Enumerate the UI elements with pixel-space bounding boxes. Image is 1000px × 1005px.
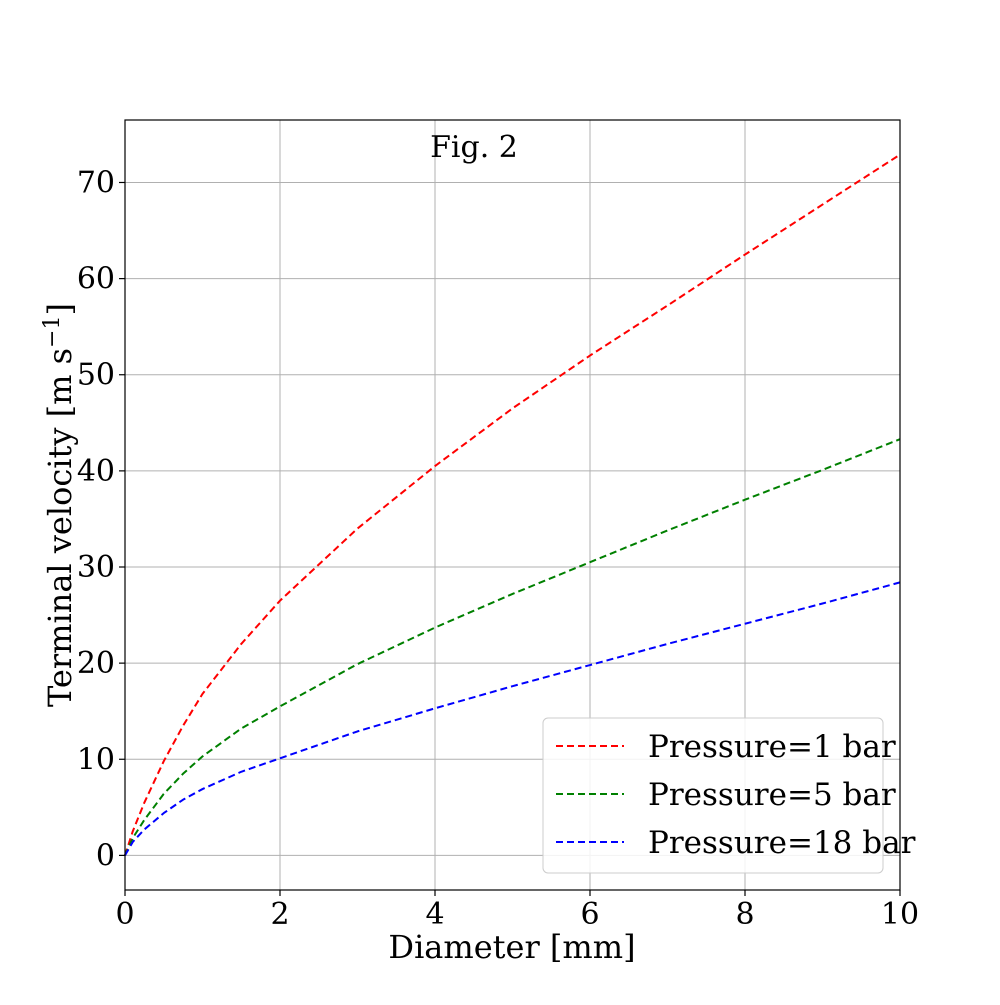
x-tick-label: 6 [580,897,599,932]
y-tick-label: 60 [77,262,115,297]
y-axis-title-superscript: −1 [40,316,65,348]
x-tick-label: 0 [115,897,134,932]
legend: Pressure=1 bar Pressure=5 bar Pressure=18 … [542,717,916,874]
series-line-1 [124,153,901,856]
legend-label-3: Pressure=18 bar [648,825,916,861]
y-axis-title-close: ] [41,303,79,315]
axis-ticks: 0 2 4 6 8 10 0 10 20 30 40 50 60 70 [77,165,919,932]
series-line-2 [124,438,901,856]
y-tick-label: 70 [77,165,115,200]
series-line-3 [124,581,901,856]
x-axis-title: Diameter [mm] [388,928,635,966]
legend-label-2: Pressure=5 bar [648,777,896,813]
x-tick-label: 2 [270,897,289,932]
y-axis-title: Terminal velocity [m s−1] [40,303,79,707]
y-tick-label: 0 [96,838,115,873]
x-tick-label: 4 [425,897,444,932]
legend-items: Pressure=1 bar Pressure=5 bar Pressure=18 … [556,729,916,861]
x-tick-label: 10 [881,897,919,932]
y-tick-label: 10 [77,742,115,777]
y-tick-label: 20 [77,646,115,681]
legend-box [542,717,884,874]
x-tick-label: 8 [735,897,754,932]
series-lines [124,153,901,856]
y-tick-label: 50 [77,358,115,393]
y-axis-title-main: Terminal velocity [m s [41,348,79,707]
y-tick-label: 40 [77,454,115,489]
legend-label-1: Pressure=1 bar [648,729,896,765]
plot-frame [124,119,901,891]
y-tick-label: 30 [77,550,115,585]
chart-title: Fig. 2 [430,130,518,165]
